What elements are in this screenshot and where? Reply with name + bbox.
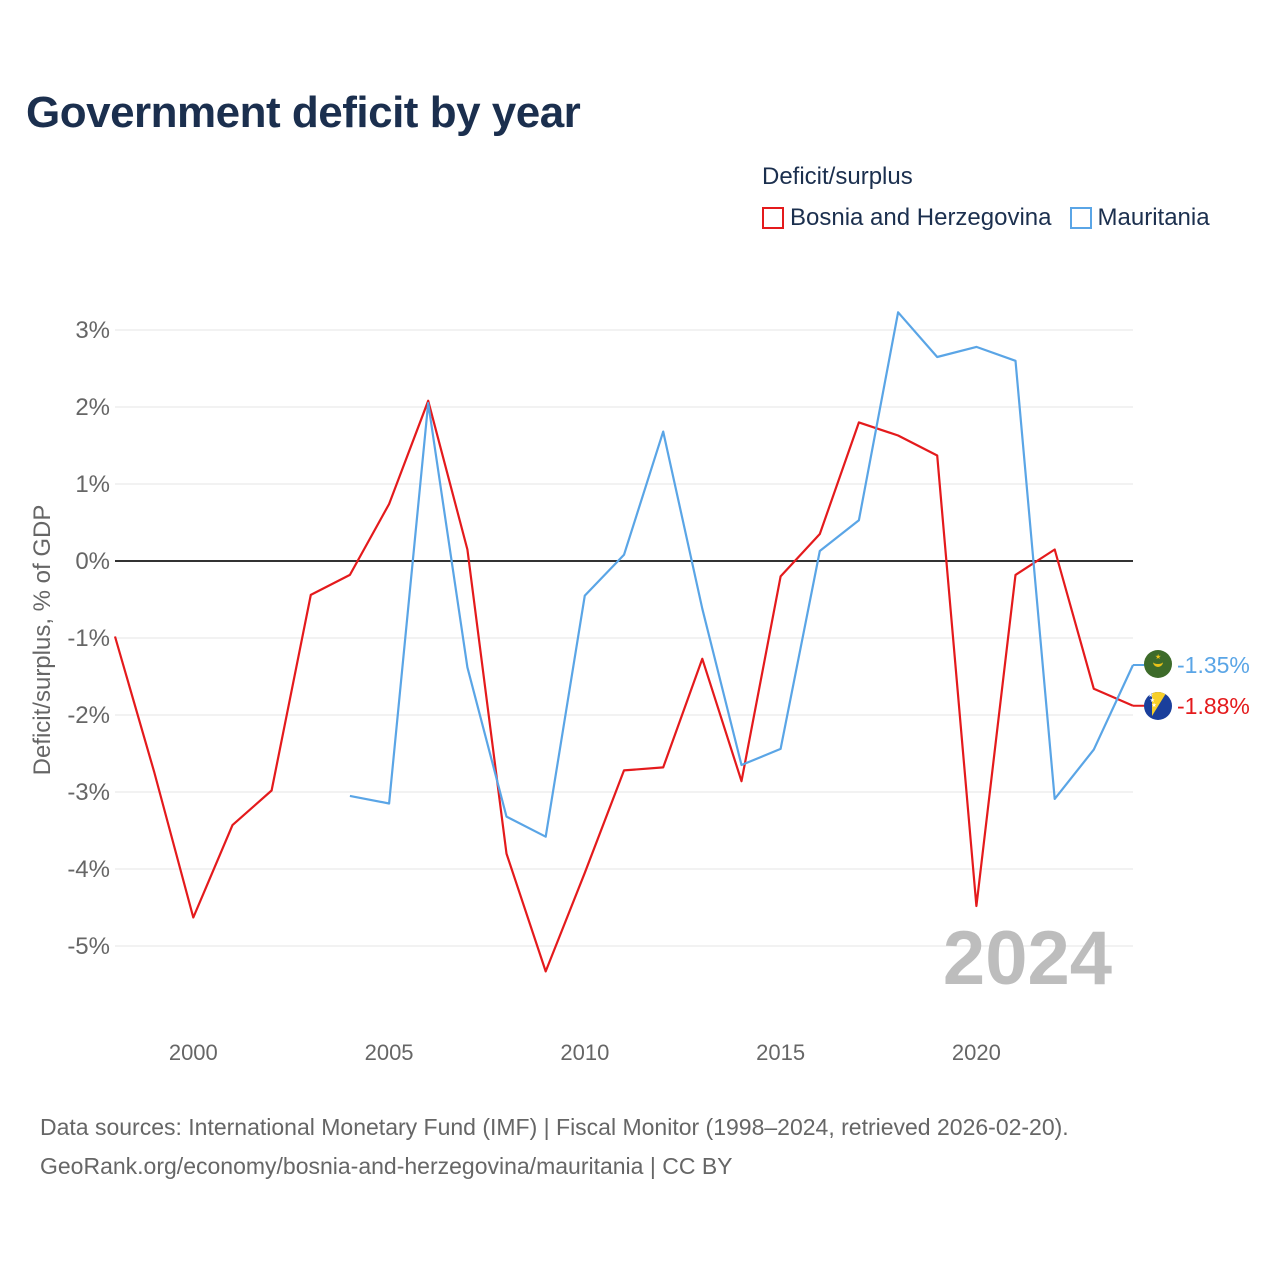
- legend-swatch-mauritania: [1069, 207, 1092, 229]
- source-line-1: Data sources: International Monetary Fun…: [40, 1114, 1069, 1140]
- year-watermark: 2024: [943, 916, 1112, 1001]
- y-tick-label: 2%: [75, 394, 110, 421]
- bosnia-flag-icon: ★ ★ ★: [1144, 692, 1172, 720]
- y-tick-label: 1%: [75, 471, 110, 498]
- x-tick-label: 2005: [365, 1040, 414, 1065]
- legend-swatch-bosnia: [762, 207, 784, 229]
- legend-item-mauritania[interactable]: Mauritania: [1069, 204, 1210, 232]
- legend-item-bosnia[interactable]: Bosnia and Herzegovina: [762, 204, 1052, 232]
- y-tick-label: -1%: [67, 625, 110, 652]
- end-labels: -1.88% -1.35%: [1177, 652, 1250, 719]
- source-line-2[interactable]: GeoRank.org/economy/bosnia-and-herzegovi…: [40, 1153, 733, 1179]
- y-tick-label: 0%: [75, 548, 110, 575]
- chart-title: Government deficit by year: [26, 88, 581, 137]
- legend-label-bosnia: Bosnia and Herzegovina: [790, 204, 1052, 231]
- legend-title: Deficit/surplus: [762, 163, 913, 190]
- x-tick-label: 2000: [169, 1040, 218, 1065]
- gridlines: [115, 329, 1133, 947]
- stars-icon: ★ ★ ★: [1148, 693, 1157, 709]
- y-axis-ticks: 3% 2% 1% 0% -1% -2% -3% -4% -5%: [67, 317, 110, 960]
- y-tick-label: -5%: [67, 933, 110, 960]
- line-chart: 3% 2% 1% 0% -1% -2% -3% -4% -5% 2000 2005 2010 2015…: [29, 311, 1250, 1065]
- y-axis-label: Deficit/surplus, % of GDP: [29, 505, 56, 776]
- x-tick-label: 2015: [756, 1040, 805, 1065]
- legend-label-mauritania: Mauritania: [1097, 204, 1210, 231]
- x-tick-label: 2010: [560, 1040, 609, 1065]
- series-line-mauritania: [349, 311, 1134, 838]
- y-tick-label: 3%: [75, 317, 110, 344]
- mauritania-flag-icon: ★: [1144, 650, 1172, 678]
- y-tick-label: -2%: [67, 702, 110, 729]
- x-tick-label: 2020: [952, 1040, 1001, 1065]
- end-value-label: -1.88%: [1177, 693, 1250, 719]
- legend: Bosnia and Herzegovina Mauritania: [762, 204, 1228, 232]
- x-axis-ticks: 2000 2005 2010 2015 2020: [169, 1040, 1001, 1065]
- series-line-bosnia-and-herzegovina: [113, 399, 1134, 973]
- crescent-icon: [1153, 657, 1163, 667]
- source-note: Data sources: International Monetary Fun…: [40, 1108, 1069, 1186]
- series-lines: [113, 311, 1150, 973]
- triangle-icon: [1152, 692, 1168, 716]
- y-tick-label: -3%: [67, 779, 110, 806]
- end-value-label: -1.35%: [1177, 652, 1250, 678]
- y-tick-label: -4%: [67, 856, 110, 883]
